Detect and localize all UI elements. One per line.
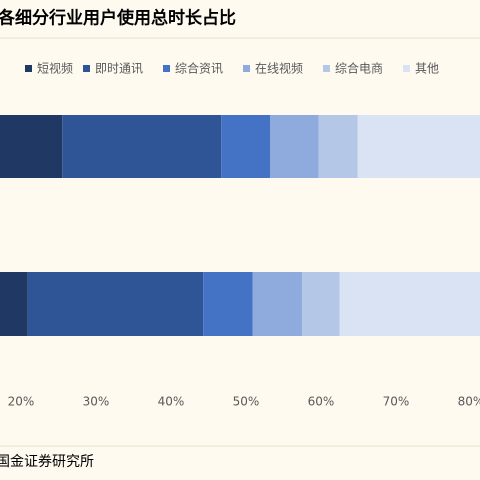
x-tick-label: 20%	[8, 395, 35, 409]
x-tick-label: 70%	[383, 395, 410, 409]
bar-segment	[252, 272, 303, 336]
x-tick-label: 40%	[158, 395, 185, 409]
source: 国金证券研究所	[0, 454, 94, 470]
legend-swatch	[83, 65, 90, 72]
legend-label: 在线视频	[255, 61, 303, 76]
legend-label: 综合电商	[335, 61, 383, 76]
bar-segment	[0, 272, 28, 336]
bar-segment	[27, 272, 204, 336]
bar-segment	[0, 115, 63, 178]
legend-label: 其他	[415, 62, 439, 76]
legend-swatch	[323, 65, 330, 72]
x-tick-label: 30%	[83, 395, 110, 409]
x-tick-label: 80%	[458, 395, 480, 409]
bar-segment	[203, 272, 253, 336]
bar-segment	[270, 115, 319, 178]
legend-swatch	[25, 65, 32, 72]
legend-swatch	[243, 65, 250, 72]
bar-segment	[62, 115, 222, 178]
bar-segment	[318, 115, 358, 178]
legend-label: 短视频	[37, 61, 73, 76]
bar-segment	[339, 272, 480, 336]
legend-label: 即时通讯	[95, 62, 143, 76]
bar-segment	[357, 115, 480, 178]
legend-swatch	[163, 65, 170, 72]
legend-swatch	[403, 65, 410, 72]
x-tick-label: 50%	[233, 395, 260, 409]
x-tick-label: 60%	[308, 395, 335, 409]
chart-title: 各细分行业用户使用总时长占比	[0, 8, 236, 29]
legend-label: 综合资讯	[175, 61, 223, 76]
bar-segment	[221, 115, 270, 178]
bar-segment	[302, 272, 340, 336]
